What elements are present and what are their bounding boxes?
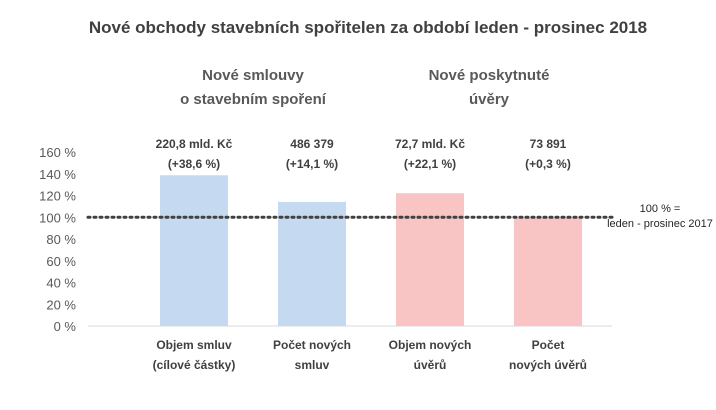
category-label-1: Objem smluv (cílové částky) (153, 338, 236, 372)
data-label-3: 72,7 mld. Kč (+22,1 %) (395, 137, 465, 171)
y-tick-label: 20 % (46, 297, 76, 312)
y-tick-label: 100 % (39, 210, 76, 225)
bar-1 (160, 175, 228, 326)
y-tick-label: 140 % (39, 167, 76, 182)
bars (160, 175, 582, 326)
group-titles: Nové smlouvy o stavebním spoření Nové posk… (180, 67, 549, 108)
y-tick-label: 80 % (46, 232, 76, 247)
y-tick-label: 0 % (54, 319, 77, 334)
group-title-2: Nové poskytnuté úvěry (429, 67, 550, 108)
y-tick-label: 160 % (39, 145, 76, 160)
y-tick-label: 120 % (39, 189, 76, 204)
category-label-2: Počet nových smluv (273, 338, 351, 372)
category-label-3: Objem nových úvěrů (389, 338, 472, 372)
data-label-2: 486 379 (+14,1 %) (286, 137, 338, 171)
category-labels: Objem smluv (cílové částky) Počet nových sm… (153, 338, 587, 372)
bar-4 (514, 216, 582, 326)
data-label-1: 220,8 mld. Kč (+38,6 %) (156, 137, 233, 171)
y-axis: 0 % 20 % 40 % 60 % 80 % 100 % 120 % 140 % 160 % (39, 145, 612, 334)
bar-2 (278, 201, 346, 326)
data-label-4: 73 891 (+0,3 %) (525, 137, 571, 171)
y-tick-label: 60 % (46, 254, 76, 269)
chart-title: Nové obchody stavebních spořitelen za ob… (89, 18, 647, 37)
group-title-1: Nové smlouvy o stavebním spoření (180, 67, 327, 108)
data-labels: 220,8 mld. Kč (+38,6 %) 486 379 (+14,1 %) 72… (156, 137, 571, 171)
y-tick-label: 40 % (46, 276, 76, 291)
category-label-4: Počet nových úvěrů (509, 338, 587, 372)
reference-line-group: 100 % = leden - prosinec 2017 (86, 203, 713, 230)
reference-line-label: 100 % = leden - prosinec 2017 (607, 203, 713, 230)
bar-3 (396, 193, 464, 326)
